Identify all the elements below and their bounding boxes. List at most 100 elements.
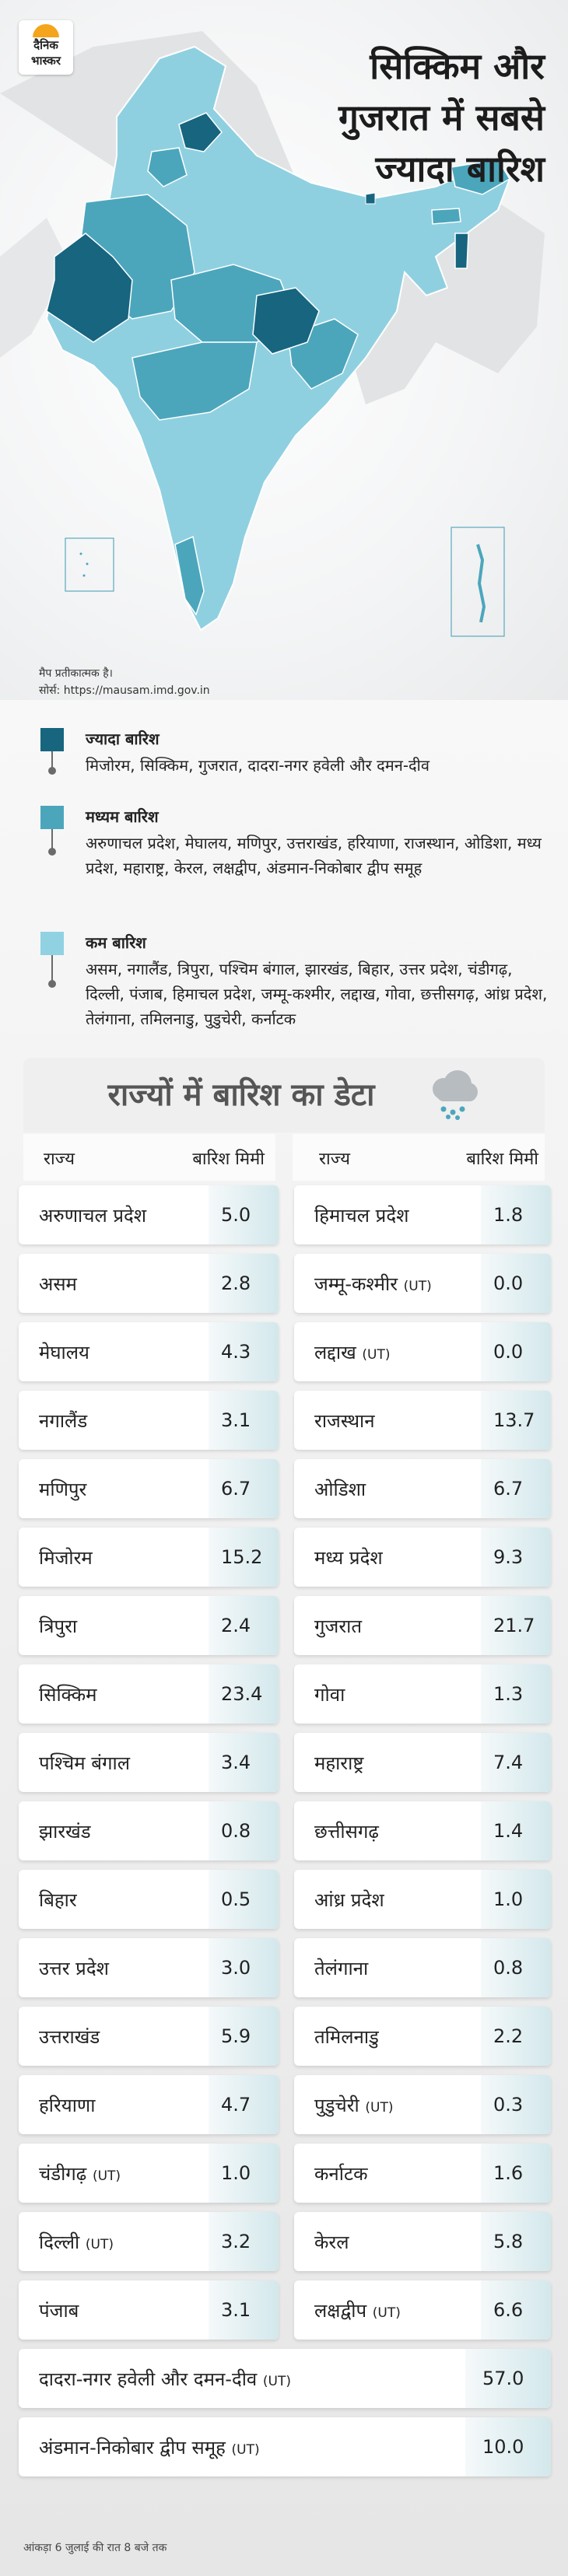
ut-tag: (UT)	[231, 2442, 260, 2458]
rain-value: 0.0	[481, 1322, 551, 1381]
table-row: मेघालय 4.3	[19, 1322, 279, 1381]
rain-value: 4.3	[209, 1322, 279, 1381]
brand-logo: दैनिक भास्कर	[19, 20, 73, 75]
table-title: राज्यों में बारिश का डेटा	[107, 1077, 375, 1113]
state-name: कर्नाटक	[314, 2161, 368, 2186]
region-maharashtra	[131, 341, 258, 421]
state-name: जम्मू-कश्मीर (UT)	[314, 1271, 432, 1297]
data-footnote: आंकड़ा 6 जुलाई की रात 8 बजे तक	[23, 2542, 167, 2554]
legend-medium-text: अरुणाचल प्रदेश, मेघालय, मणिपुर, उत्तराखं…	[86, 834, 542, 877]
ut-tag: (UT)	[403, 1279, 432, 1294]
table-row: झारखंड 0.8	[19, 1801, 279, 1860]
rain-value: 3.2	[209, 2212, 279, 2271]
region-gujarat	[46, 233, 133, 343]
rain-value: 5.8	[481, 2212, 551, 2271]
region-sikkim	[365, 192, 376, 205]
rain-value: 23.4	[209, 1664, 279, 1724]
state-name-text: मेघालय	[39, 1342, 89, 1363]
ut-tag: (UT)	[262, 2374, 291, 2389]
rain-value: 10.0	[465, 2417, 551, 2476]
state-name-text: पश्चिम बंगाल	[39, 1752, 130, 1774]
table-row: नगालैंड 3.1	[19, 1391, 279, 1450]
table-row: अरुणाचल प्रदेश 5.0	[19, 1185, 279, 1244]
table-row: पुडुचेरी (UT) 0.3	[294, 2075, 551, 2134]
table-row: अंडमान-निकोबार द्वीप समूह (UT) 10.0	[19, 2417, 551, 2476]
state-name-text: केरल	[314, 2231, 349, 2253]
rain-value: 6.7	[481, 1459, 551, 1518]
legend-low-title: कम बारिश	[86, 933, 146, 952]
table-row: पश्चिम बंगाल 3.4	[19, 1733, 279, 1792]
map-caption: मैप प्रतीकात्मक है।	[39, 667, 113, 680]
rain-value: 0.3	[481, 2075, 551, 2134]
region-haryana	[147, 147, 188, 187]
state-name-text: गुजरात	[314, 1615, 363, 1637]
state-name: पंजाब	[39, 2298, 79, 2323]
rain-value: 5.0	[209, 1185, 279, 1244]
rain-value: 3.1	[209, 2280, 279, 2340]
state-name-text: बिहार	[39, 1889, 77, 1911]
legend-medium: मध्यम बारिश अरुणाचल प्रदेश, मेघालय, मणिप…	[40, 806, 542, 915]
region-arunachal	[451, 159, 511, 195]
table-row: उत्तराखंड 5.9	[19, 2007, 279, 2066]
state-name-text: जम्मू-कश्मीर	[314, 1273, 398, 1295]
table-row: हिमाचल प्रदेश 1.8	[294, 1185, 551, 1244]
table-row: सिक्किम 23.4	[19, 1664, 279, 1724]
state-name: नगालैंड	[39, 1408, 87, 1433]
state-name-text: दिल्ली	[39, 2231, 80, 2253]
table-row: तेलंगाना 0.8	[294, 1938, 551, 1997]
inset-lakshadweep	[65, 537, 114, 592]
state-name: मणिपुर	[39, 1476, 86, 1502]
state-name: तेलंगाना	[314, 1955, 368, 1981]
table-row: हरियाणा 4.7	[19, 2075, 279, 2134]
table-row: आंध्र प्रदेश 1.0	[294, 1870, 551, 1929]
state-name-text: राजस्थान	[314, 1410, 375, 1432]
right-column-header: राज्य बारिश मिमी	[293, 1134, 545, 1181]
state-name-text: अरुणाचल प्रदेश	[39, 1205, 147, 1227]
rain-value: 2.2	[481, 2007, 551, 2066]
rain-value: 9.3	[481, 1528, 551, 1587]
state-name-text: त्रिपुरा	[39, 1615, 78, 1637]
col-rain-left: बारिश मिमी	[192, 1150, 265, 1169]
rain-value: 57.0	[465, 2349, 551, 2408]
state-name-text: तमिलनाडु	[314, 2026, 379, 2048]
state-name-text: असम	[39, 1273, 77, 1295]
state-name: महाराष्ट्र	[314, 1750, 363, 1776]
rain-value: 1.6	[481, 2144, 551, 2203]
rain-value: 1.0	[209, 2144, 279, 2203]
state-name-text: कर्नाटक	[314, 2163, 368, 2185]
state-name: उत्तराखंड	[39, 2024, 100, 2049]
state-name: पुडुचेरी (UT)	[314, 2092, 393, 2118]
ut-tag: (UT)	[92, 2168, 121, 2184]
rain-value: 0.8	[209, 1801, 279, 1860]
rain-value: 21.7	[481, 1596, 551, 1655]
state-name: गोवा	[314, 1682, 345, 1707]
table-row: पंजाब 3.1	[19, 2280, 279, 2340]
ut-tag: (UT)	[372, 2305, 401, 2321]
inset-andaman	[451, 527, 505, 637]
rain-value: 0.8	[481, 1938, 551, 1997]
state-name: दादरा-नगर हवेली और दमन-दीव (UT)	[39, 2366, 291, 2392]
state-name: असम	[39, 1271, 77, 1297]
region-chhattisgarh-high	[252, 287, 320, 355]
rain-value: 3.4	[209, 1733, 279, 1792]
state-name: राजस्थान	[314, 1408, 375, 1433]
rain-value: 5.9	[209, 2007, 279, 2066]
table-header-panel: राज्यों में बारिश का डेटा	[23, 1058, 545, 1132]
state-name: गुजरात	[314, 1613, 362, 1639]
col-state-left: राज्य	[44, 1150, 75, 1169]
rain-value: 7.4	[481, 1733, 551, 1792]
headline-line-1: सिक्किम और	[370, 45, 545, 87]
state-name-text: गोवा	[314, 1684, 345, 1706]
legend-high-title: ज्यादा बारिश	[86, 730, 160, 748]
region-kerala	[174, 535, 205, 616]
region-uttarakhand	[178, 112, 223, 152]
table-row: राजस्थान 13.7	[294, 1391, 551, 1450]
state-name: लक्षद्वीप (UT)	[314, 2298, 401, 2323]
rain-value: 3.0	[209, 1938, 279, 1997]
state-name: हिमाचल प्रदेश	[314, 1202, 408, 1228]
headline-line-2: गुजरात में सबसे	[338, 96, 545, 138]
table-row: बिहार 0.5	[19, 1870, 279, 1929]
region-meghalaya	[431, 208, 461, 225]
table-row: असम 2.8	[19, 1254, 279, 1313]
table-row: छत्तीसगढ़ 1.4	[294, 1801, 551, 1860]
